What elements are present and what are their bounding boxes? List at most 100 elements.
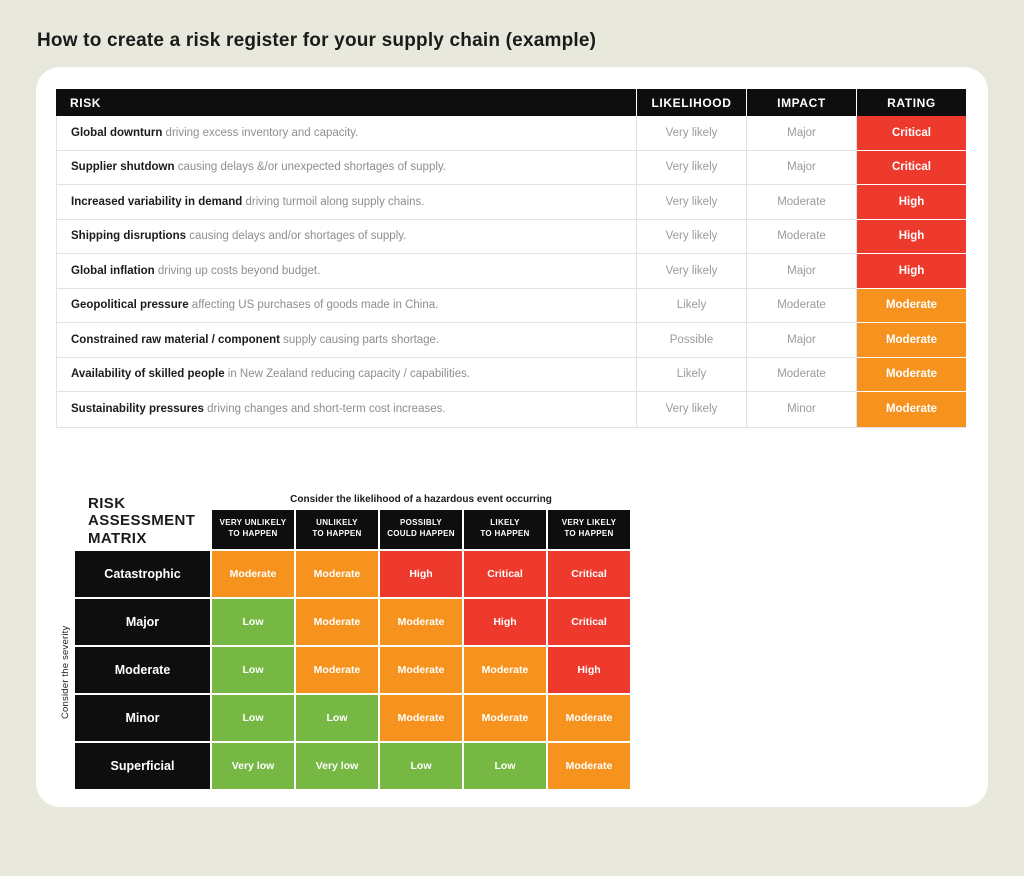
matrix-cell: Low — [212, 694, 294, 741]
table-row: Global inflation driving up costs beyond… — [57, 254, 966, 289]
risk-cell: Global downturn driving excess inventory… — [57, 116, 636, 151]
matrix-cell: Moderate — [212, 550, 294, 597]
matrix-row-label: Major — [75, 598, 210, 645]
rating-badge: Critical — [856, 116, 966, 151]
likelihood-value: Very likely — [636, 185, 746, 220]
matrix-cell: Moderate — [380, 694, 462, 741]
matrix-column-header: VERY LIKELY TO HAPPEN — [548, 509, 630, 549]
table-row: Constrained raw material / component sup… — [57, 323, 966, 358]
risk-description: driving up costs beyond budget. — [154, 264, 321, 277]
matrix-cell: High — [464, 598, 546, 645]
impact-value: Moderate — [746, 357, 856, 392]
risk-description: causing delays and/or shortages of suppl… — [186, 230, 407, 243]
matrix-cell: Moderate — [296, 598, 378, 645]
risk-table-body: Global downturn driving excess inventory… — [56, 116, 966, 428]
matrix-cell: Low — [212, 598, 294, 645]
risk-name: Availability of skilled people — [71, 368, 225, 381]
table-row: Availability of skilled people in New Ze… — [57, 357, 966, 392]
matrix-cell: Moderate — [548, 694, 630, 741]
header-cell-impact: IMPACT — [746, 89, 856, 116]
risk-name: Sustainability pressures — [71, 403, 204, 416]
risk-description: supply causing parts shortage. — [279, 333, 440, 346]
risk-name: Increased variability in demand — [71, 195, 243, 208]
likelihood-value: Very likely — [636, 254, 746, 289]
table-row: Supplier shutdown causing delays &/or un… — [57, 150, 966, 185]
matrix-title: RISK ASSESSMENT MATRIX — [88, 494, 196, 547]
matrix-cell: Moderate — [296, 550, 378, 597]
matrix-cell: Moderate — [380, 598, 462, 645]
risk-cell: Shipping disruptions causing delays and/… — [57, 220, 636, 254]
risk-description: driving changes and short-term cost incr… — [203, 403, 446, 416]
risk-name: Constrained raw material / component — [71, 333, 280, 346]
likelihood-value: Likely — [636, 288, 746, 323]
matrix-grid: RISK ASSESSMENT MATRIX Consider the likeli… — [75, 494, 630, 789]
risk-cell: Sustainability pressures driving changes… — [57, 392, 636, 427]
likelihood-value: Very likely — [636, 150, 746, 185]
matrix-cell: High — [380, 550, 462, 597]
risk-register-table: RISK LIKELIHOOD IMPACT RATING Global dow… — [56, 89, 966, 428]
risk-description: causing delays &/or unexpected shortages… — [174, 161, 446, 174]
header-cell-risk: RISK — [70, 95, 102, 110]
impact-value: Moderate — [746, 288, 856, 323]
table-row: Sustainability pressures driving changes… — [57, 392, 966, 427]
matrix-row-label: Moderate — [75, 646, 210, 693]
matrix-cell: Moderate — [464, 646, 546, 693]
rating-badge: High — [856, 185, 966, 220]
likelihood-value: Very likely — [636, 116, 746, 151]
matrix-cell: Critical — [464, 550, 546, 597]
likelihood-axis-caption: Consider the likelihood of a hazardous e… — [290, 493, 552, 505]
risk-table-header: RISK LIKELIHOOD IMPACT RATING — [56, 89, 966, 116]
risk-description: in New Zealand reducing capacity / capab… — [224, 368, 471, 381]
risk-description: driving turmoil along supply chains. — [242, 195, 425, 208]
matrix-cell: Moderate — [296, 646, 378, 693]
impact-value: Major — [746, 150, 856, 185]
risk-cell: Geopolitical pressure affecting US purch… — [57, 289, 636, 323]
likelihood-value: Very likely — [636, 392, 746, 427]
rating-badge: Moderate — [856, 357, 966, 392]
matrix-cell: Low — [212, 646, 294, 693]
impact-value: Major — [746, 116, 856, 151]
content-card: RISK LIKELIHOOD IMPACT RATING Global dow… — [36, 67, 988, 807]
risk-cell: Availability of skilled people in New Ze… — [57, 358, 636, 392]
matrix-column-header: LIKELY TO HAPPEN — [464, 509, 546, 549]
matrix-cell: Moderate — [548, 742, 630, 789]
table-row: Shipping disruptions causing delays and/… — [57, 219, 966, 254]
likelihood-value: Possible — [636, 323, 746, 358]
table-row: Global downturn driving excess inventory… — [57, 116, 966, 151]
risk-name: Geopolitical pressure — [71, 299, 189, 312]
severity-axis-caption: Consider the severity — [60, 624, 71, 719]
matrix-cell: Low — [380, 742, 462, 789]
matrix-cell: Moderate — [380, 646, 462, 693]
header-cell-likelihood: LIKELIHOOD — [636, 89, 746, 116]
impact-value: Minor — [746, 392, 856, 427]
risk-name: Supplier shutdown — [71, 161, 175, 174]
rating-badge: Moderate — [856, 392, 966, 427]
impact-value: Moderate — [746, 219, 856, 254]
rating-badge: High — [856, 254, 966, 289]
matrix-row-label: Catastrophic — [75, 550, 210, 597]
matrix-column-header: POSSIBLY COULD HAPPEN — [380, 509, 462, 549]
impact-value: Moderate — [746, 185, 856, 220]
matrix-cell: Critical — [548, 598, 630, 645]
matrix-cell: Very low — [212, 742, 294, 789]
matrix-column-header: UNLIKELY TO HAPPEN — [296, 509, 378, 549]
rating-badge: Moderate — [856, 288, 966, 323]
matrix-column-header: VERY UNLIKELY TO HAPPEN — [212, 509, 294, 549]
matrix-cell: High — [548, 646, 630, 693]
rating-badge: High — [856, 219, 966, 254]
header-cell-rating: RATING — [856, 89, 966, 116]
impact-value: Major — [746, 254, 856, 289]
risk-cell: Supplier shutdown causing delays &/or un… — [57, 151, 636, 185]
matrix-cell: Critical — [548, 550, 630, 597]
table-row: Geopolitical pressure affecting US purch… — [57, 288, 966, 323]
matrix-row-label: Minor — [75, 694, 210, 741]
risk-name: Global inflation — [71, 264, 155, 277]
table-row: Increased variability in demand driving … — [57, 185, 966, 220]
matrix-cell: Very low — [296, 742, 378, 789]
risk-cell: Global inflation driving up costs beyond… — [57, 254, 636, 289]
matrix-row-label: Superficial — [75, 742, 210, 789]
likelihood-value: Very likely — [636, 219, 746, 254]
risk-description: affecting US purchases of goods made in … — [188, 299, 439, 312]
matrix-cell: Moderate — [464, 694, 546, 741]
matrix-cell: Low — [464, 742, 546, 789]
